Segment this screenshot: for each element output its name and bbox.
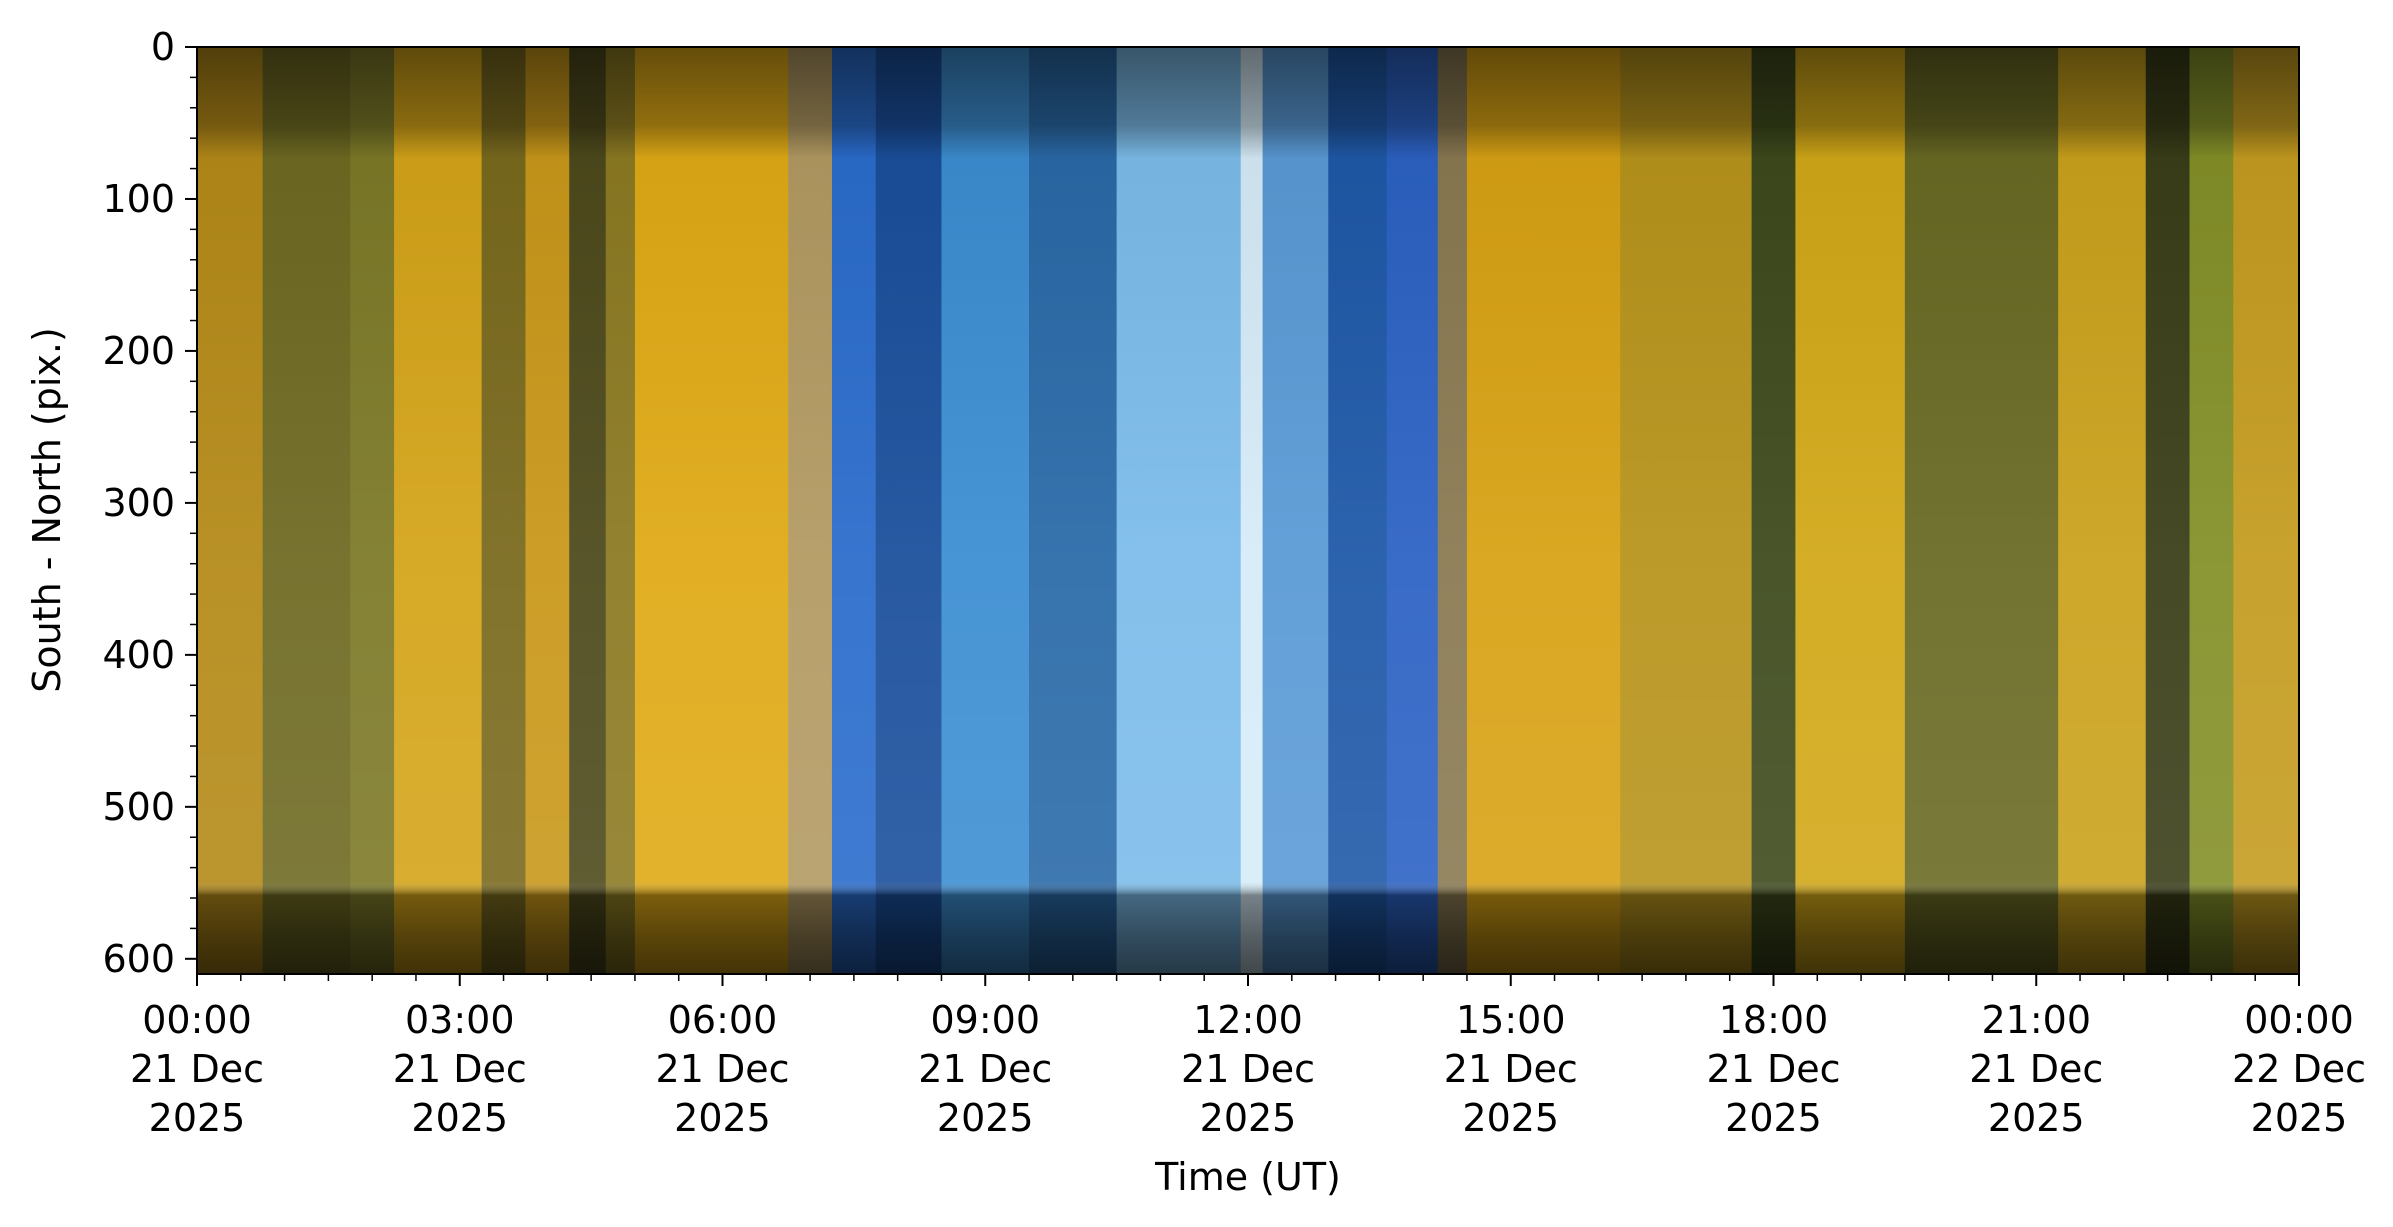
- y-tick-label: 600: [102, 937, 175, 981]
- x-tick-label: 06:00: [668, 998, 778, 1042]
- x-axis-label: Time (UT): [1154, 1155, 1341, 1199]
- x-tick-label: 21 Dec: [1444, 1047, 1578, 1091]
- x-tick-label: 2025: [411, 1096, 508, 1140]
- y-tick-label: 100: [102, 177, 175, 221]
- x-tick-label: 21 Dec: [656, 1047, 790, 1091]
- y-tick-label: 400: [102, 633, 175, 677]
- x-tick-label: 18:00: [1719, 998, 1829, 1042]
- x-tick-label: 2025: [1988, 1096, 2085, 1140]
- x-tick-label: 2025: [674, 1096, 771, 1140]
- x-tick-label: 09:00: [930, 998, 1040, 1042]
- x-tick-label: 2025: [1200, 1096, 1297, 1140]
- y-tick-label: 0: [151, 25, 175, 69]
- y-tick-label: 200: [102, 329, 175, 373]
- x-tick-label: 12:00: [1193, 998, 1303, 1042]
- y-axis-label: South - North (pix.): [25, 327, 69, 693]
- x-tick-label: 2025: [149, 1096, 246, 1140]
- x-tick-label: 2025: [1725, 1096, 1822, 1140]
- x-tick-label: 21 Dec: [1969, 1047, 2103, 1091]
- x-tick-label: 00:00: [142, 998, 252, 1042]
- y-tick-label: 500: [102, 785, 175, 829]
- x-axis: 00:00 21 Dec 2025 03:00 21 Dec 2025 06:00 21 De…: [130, 974, 2366, 1140]
- x-tick-label: 2025: [2251, 1096, 2348, 1140]
- vertical-shading: [197, 47, 2299, 974]
- y-tick-label: 300: [102, 481, 175, 525]
- x-tick-label: 15:00: [1456, 998, 1566, 1042]
- x-tick-label: 21:00: [1981, 998, 2091, 1042]
- x-tick-label: 21 Dec: [1707, 1047, 1841, 1091]
- x-tick-label: 00:00: [2244, 998, 2354, 1042]
- y-axis: 0 100 200 300 400 500 600: [102, 25, 197, 981]
- x-tick-label: 21 Dec: [918, 1047, 1052, 1091]
- x-tick-label: 21 Dec: [393, 1047, 527, 1091]
- x-tick-label: 22 Dec: [2232, 1047, 2366, 1091]
- x-tick-label: 21 Dec: [130, 1047, 264, 1091]
- x-tick-label: 2025: [1462, 1096, 1559, 1140]
- x-tick-label: 2025: [937, 1096, 1034, 1140]
- x-tick-label: 21 Dec: [1181, 1047, 1315, 1091]
- x-tick-label: 03:00: [405, 998, 515, 1042]
